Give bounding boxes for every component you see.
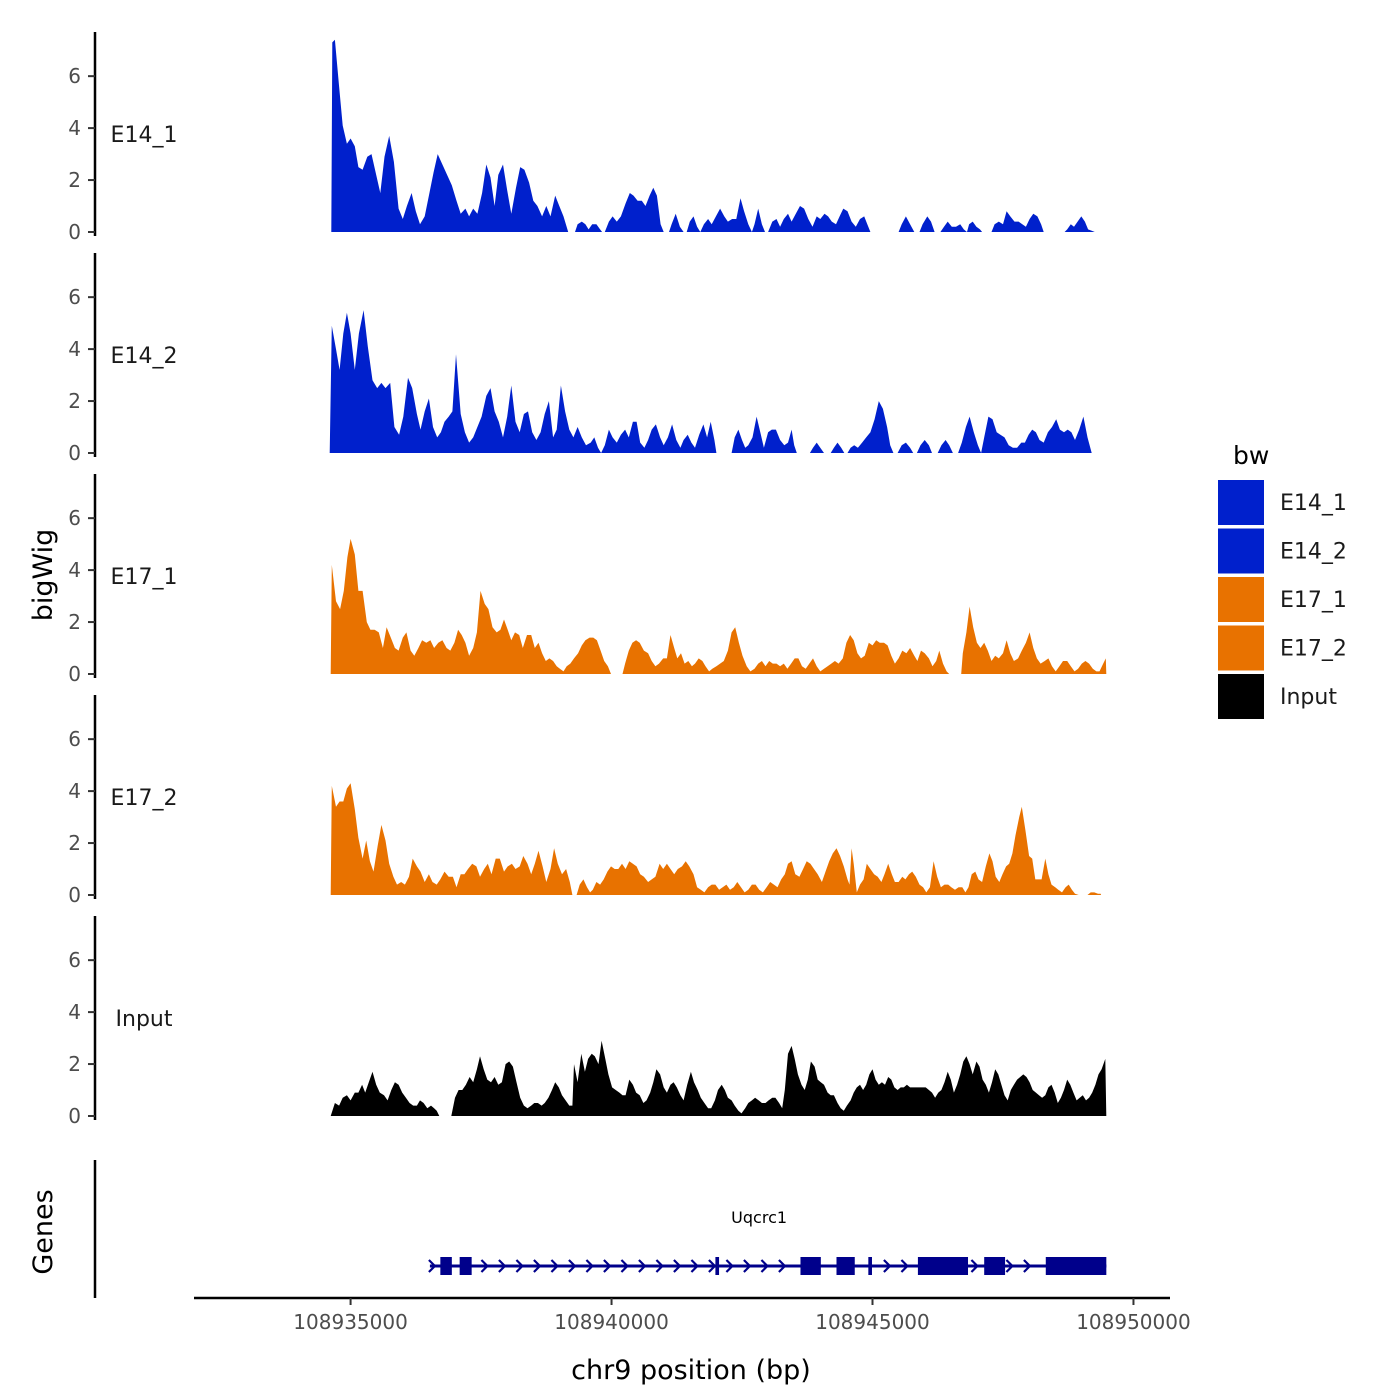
strand-arrow-icon [498,1259,507,1273]
y-tick-label: 2 [68,1052,81,1076]
strand-arrow-icon [673,1259,682,1273]
gene-exon [440,1257,452,1275]
y-tick-label: 6 [68,285,81,309]
strand-arrow-icon [725,1259,734,1273]
y-tick-label: 4 [68,337,81,361]
x-tick-label: 108935000 [293,1310,408,1334]
x-tick-label: 108950000 [1076,1310,1191,1334]
y-tick-label: 0 [68,220,81,244]
y-tick-label: 6 [68,948,81,972]
gene-exon [459,1257,472,1275]
y-tick-label: 0 [68,883,81,907]
y-tick-label: 0 [68,441,81,465]
gene-exon [800,1257,821,1275]
y-axis-title: bigWig [28,529,59,622]
y-tick-label: 2 [68,610,81,634]
strand-arrow-icon [690,1259,699,1273]
y-tick-label: 2 [68,831,81,855]
y-tick-label: 2 [68,168,81,192]
strand-arrow-icon [480,1259,489,1273]
x-axis: 108935000 108940000 108945000 108950000 [194,1296,1191,1334]
track-label-e17_2: E17_2 [111,786,178,811]
strand-arrow-icon [1005,1259,1014,1273]
strand-arrow-icon [603,1259,612,1273]
track-label-e14_1: E14_1 [111,123,178,148]
signal-area-e17_1 [330,538,1107,674]
y-tick-label: 2 [68,389,81,413]
strand-arrow-icon [883,1259,892,1273]
track-label-e14_2: E14_2 [111,344,178,369]
strand-arrow-icon [428,1259,437,1273]
y-tick-label: 0 [68,662,81,686]
strand-arrow-icon [638,1259,647,1273]
gene-panel: Uqcrc1 [93,1160,1107,1298]
y-tick-label: 6 [68,506,81,530]
strand-arrow-icon [550,1259,559,1273]
strand-arrow-icon [708,1259,717,1273]
y-tick-label: 0 [68,1104,81,1128]
x-tick-label: 108945000 [815,1310,930,1334]
gene-exon [1045,1257,1107,1275]
gene-exon [868,1257,872,1275]
track-panel-input: 0 2 4 6 Input [68,916,1107,1128]
track-label-input: Input [116,1007,173,1032]
y-tick-label: 6 [68,727,81,751]
legend-swatch-e14_1 [1218,480,1264,525]
strand-arrow-icon [655,1259,664,1273]
strand-arrow-icon [778,1259,787,1273]
track-panel-e17_2: 0 2 4 6 E17_2 [68,695,1102,907]
legend-label-e14_2: E14_2 [1280,540,1347,565]
legend: E14_1 E14_2 E17_1 E17_2 Input [1218,480,1347,719]
y-tick-label: 4 [68,1000,81,1024]
y-tick-label: 6 [68,64,81,88]
strand-arrow-icon [900,1259,909,1273]
legend-label-e14_1: E14_1 [1280,491,1347,516]
gene-exon [715,1257,720,1275]
gene-exon [836,1257,855,1275]
legend-label-e17_2: E17_2 [1280,637,1347,662]
legend-label-e17_1: E17_1 [1280,588,1347,613]
genes-axis-title: Genes [28,1189,59,1274]
y-tick-label: 4 [68,558,81,582]
track-panel-e14_1: 0 2 4 6 E14_1 [68,32,1095,244]
x-tick-label: 108940000 [554,1310,669,1334]
strand-arrow-icon [533,1259,542,1273]
legend-swatch-e17_1 [1218,577,1264,622]
legend-swatch-input [1218,674,1264,719]
strand-arrow-icon [620,1259,629,1273]
gene-exon [984,1257,1006,1275]
legend-label-input: Input [1280,685,1337,710]
strand-arrow-icon [585,1259,594,1273]
legend-swatch-e14_2 [1218,528,1264,574]
strand-arrow-icon [970,1259,979,1273]
signal-area-input [330,1040,1107,1116]
track-label-e17_1: E17_1 [111,565,178,590]
strand-arrow-icon [1023,1259,1032,1273]
strand-arrow-icon [760,1259,769,1273]
y-tick-label: 4 [68,779,81,803]
tracks-group: 0 2 4 6 E14_1 0 2 4 6 E14_2 0 2 4 6 E17_1 0 2 4 6 E17_2 0 2 4 6… [68,32,1107,1128]
signal-area-e17_2 [330,783,1102,895]
legend-title: bw [1233,441,1269,470]
legend-swatch-e17_2 [1218,625,1264,671]
strand-arrow-icon [568,1259,577,1273]
signal-area-e14_2 [329,310,1092,453]
gene-label: Uqcrc1 [731,1208,787,1227]
strand-arrow-icon [743,1259,752,1273]
signal-area-e14_1 [331,39,1095,232]
track-panel-e14_2: 0 2 4 6 E14_2 [68,253,1092,465]
track-panel-e17_1: 0 2 4 6 E17_1 [68,474,1107,686]
x-axis-title: chr9 position (bp) [571,1355,811,1386]
gene-exon [917,1257,969,1275]
strand-arrow-icon [515,1259,524,1273]
y-tick-label: 4 [68,116,81,140]
